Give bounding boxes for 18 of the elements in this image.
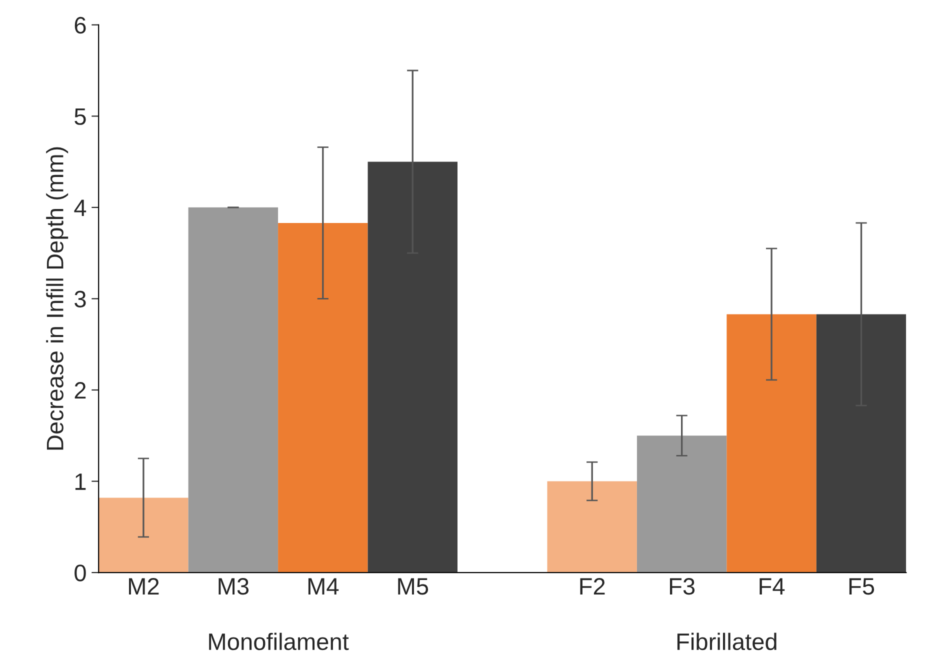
x-tick-label: F2 — [580, 578, 605, 595]
y-tick-label: 1 — [75, 474, 86, 490]
text: Fibrillated — [677, 632, 776, 650]
y-tick-label: 2 — [74, 382, 86, 399]
x-tick-label: M3 — [218, 578, 249, 595]
text: Monofilament — [209, 632, 349, 650]
y-tick-label: 4 — [74, 200, 86, 216]
y-tick-label: 3 — [74, 290, 86, 308]
x-tick-label: M5 — [398, 578, 428, 595]
x-tick-label: F3 — [670, 578, 695, 595]
y-axis-title: Decrease in Infill Depth (mm) — [46, 147, 68, 450]
y-tick-label: 0 — [74, 564, 86, 582]
x-tick-label: F5 — [849, 578, 874, 595]
y-tick-label: 5 — [74, 108, 86, 125]
y-tick-label: 6 — [74, 16, 86, 34]
x-tick-label: M2 — [128, 578, 159, 595]
x-tick-label: M4 — [308, 578, 339, 595]
x-tick-label: F4 — [760, 578, 785, 595]
